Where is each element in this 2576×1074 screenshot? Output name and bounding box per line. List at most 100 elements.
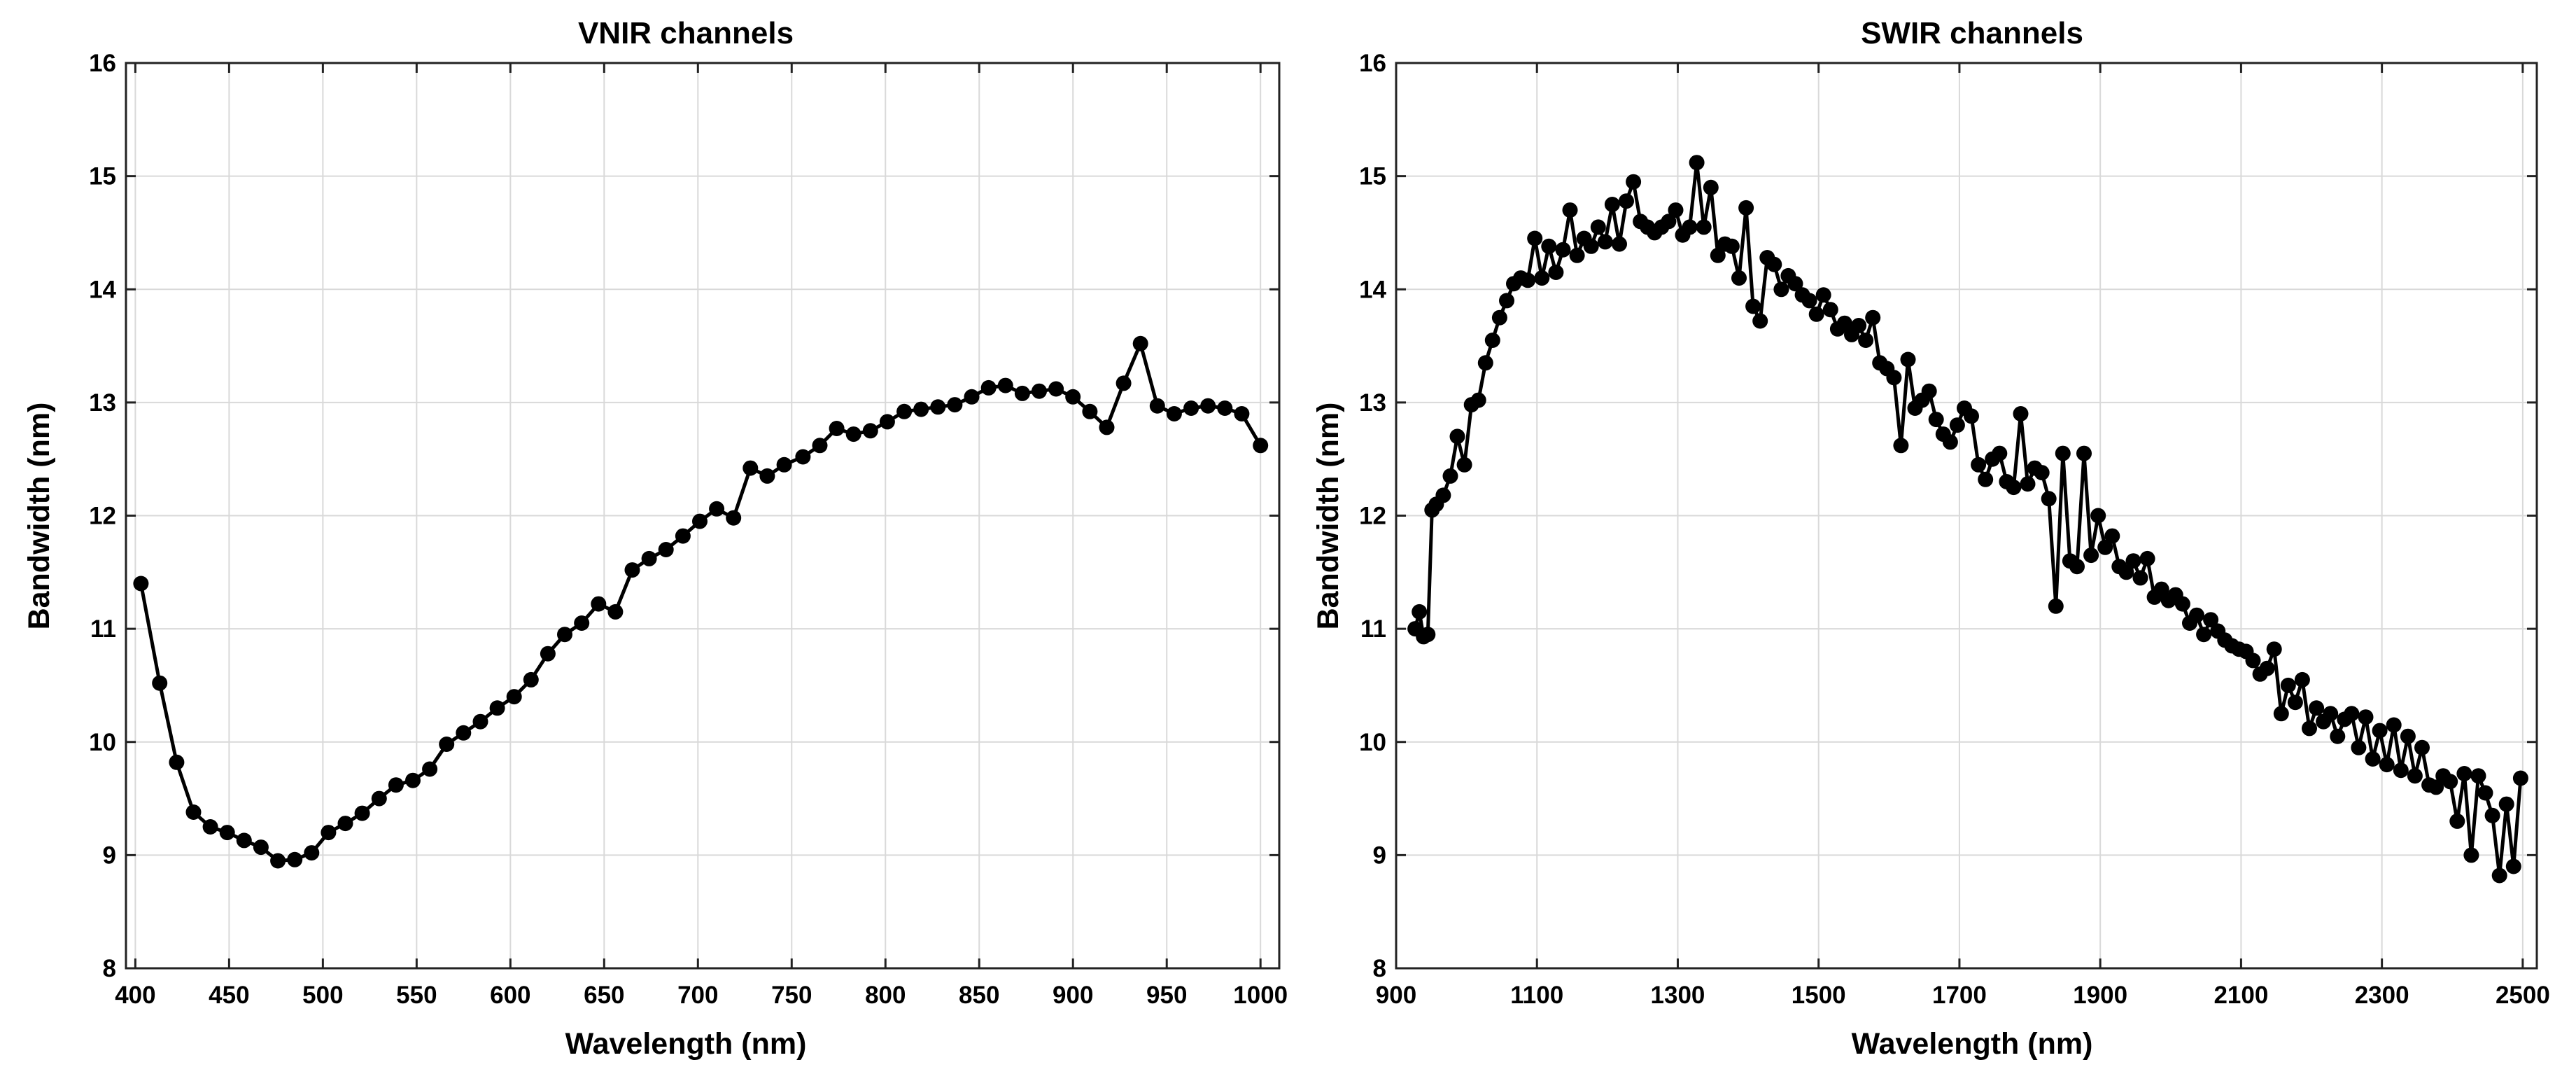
- swir-x-tick-label: 1300: [1651, 982, 1705, 1009]
- swir-data-point: [2090, 508, 2106, 524]
- vnir-data-point: [812, 438, 828, 454]
- swir-data-point: [1949, 417, 1965, 433]
- swir-data-point: [2407, 768, 2423, 784]
- swir-data-point: [1992, 445, 2008, 461]
- swir-x-tick-label: 1700: [1932, 982, 1987, 1009]
- vnir-data-point: [591, 596, 607, 612]
- swir-y-tick-label: 15: [1359, 163, 1386, 190]
- vnir-y-axis-label: Bandwidth (nm): [22, 403, 56, 630]
- swir-data-point: [2104, 528, 2120, 544]
- swir-series-line: [1413, 160, 2523, 877]
- vnir-data-point: [913, 401, 929, 417]
- swir-data-point: [2266, 641, 2282, 657]
- swir-data-point: [1534, 270, 1550, 286]
- swir-data-point: [1583, 238, 1599, 254]
- swir-data-point: [2118, 564, 2134, 580]
- swir-data-point: [2302, 720, 2317, 737]
- swir-data-point: [1456, 456, 1472, 473]
- vnir-data-point: [675, 528, 691, 544]
- swir-y-tick-label: 14: [1359, 276, 1386, 303]
- swir-data-point: [2097, 539, 2113, 555]
- swir-data-point: [1619, 193, 1634, 209]
- vnir-data-point: [624, 562, 640, 578]
- vnir-data-point: [1014, 385, 1030, 401]
- swir-y-tick-label: 11: [1360, 615, 1386, 643]
- vnir-data-point: [388, 777, 404, 793]
- vnir-data-point: [947, 397, 963, 413]
- swir-data-point: [2491, 867, 2507, 884]
- vnir-data-point: [574, 615, 590, 631]
- swir-data-point: [1484, 333, 1500, 348]
- vnir-data-point: [456, 725, 472, 741]
- swir-data-point: [1520, 272, 1536, 288]
- vnir-data-point: [371, 790, 387, 807]
- vnir-data-point: [270, 853, 286, 869]
- vnir-series-markers: [133, 335, 1269, 869]
- swir-data-point: [1703, 179, 1719, 195]
- swir-data-point: [2125, 553, 2141, 569]
- vnir-data-point: [742, 460, 759, 476]
- vnir-data-point: [1048, 381, 1064, 397]
- vnir-data-point: [964, 389, 980, 405]
- vnir-data-point: [1082, 403, 1098, 419]
- vnir-x-tick-label: 850: [959, 982, 999, 1009]
- swir-data-point: [2294, 671, 2310, 688]
- vnir-data-point: [726, 510, 742, 526]
- vnir-data-point: [489, 700, 505, 716]
- swir-data-point: [1626, 174, 1642, 190]
- swir-data-point: [1942, 434, 1958, 450]
- swir-x-axis-label: Wavelength (nm): [1852, 1027, 2093, 1061]
- swir-data-point: [1893, 438, 1909, 454]
- swir-data-point: [1612, 236, 1627, 252]
- vnir-data-point: [1183, 400, 1199, 416]
- swir-data-point: [2076, 445, 2092, 461]
- swir-y-tick-label: 12: [1359, 503, 1386, 530]
- swir-data-point: [1420, 627, 1436, 643]
- vnir-data-point: [540, 646, 556, 662]
- swir-data-point: [1541, 238, 1557, 254]
- swir-data-point: [2484, 807, 2500, 823]
- vnir-x-tick-label: 800: [865, 982, 906, 1009]
- swir-data-point: [1978, 471, 1994, 487]
- swir-y-tick-label: 13: [1359, 389, 1386, 417]
- vnir-data-point: [1065, 389, 1081, 405]
- swir-data-point: [2083, 548, 2099, 564]
- vnir-x-axis-label: Wavelength (nm): [565, 1027, 807, 1061]
- swir-data-point: [2174, 596, 2190, 612]
- vnir-data-point: [862, 423, 878, 439]
- swir-data-point: [2449, 813, 2465, 829]
- vnir-data-point: [185, 804, 202, 820]
- swir-data-point: [2456, 766, 2472, 781]
- vnir-data-point: [1149, 398, 1165, 414]
- vnir-data-point: [405, 772, 421, 788]
- vnir-x-tick-label: 400: [115, 982, 155, 1009]
- vnir-data-point: [133, 576, 149, 592]
- swir-data-point: [2358, 709, 2374, 725]
- vnir-data-point: [1200, 398, 1216, 414]
- vnir-y-tick-label: 13: [89, 389, 116, 417]
- swir-data-point: [2034, 465, 2050, 481]
- swir-y-tick-label: 16: [1359, 50, 1386, 77]
- vnir-series-line: [139, 342, 1262, 863]
- swir-data-point: [2020, 476, 2036, 492]
- swir-x-tick-label: 2300: [2355, 982, 2409, 1009]
- swir-data-point: [2372, 723, 2388, 739]
- vnir-chart-title: VNIR channels: [578, 16, 794, 50]
- swir-data-point: [1548, 265, 1564, 280]
- swir-x-tick-label: 1100: [1510, 982, 1563, 1009]
- swir-data-point: [1412, 604, 1428, 620]
- swir-data-point: [1738, 200, 1754, 216]
- vnir-data-point: [759, 468, 775, 484]
- vnir-x-tick-label: 950: [1146, 982, 1187, 1009]
- vnir-data-point: [795, 449, 811, 465]
- swir-x-tick-label: 900: [1376, 982, 1416, 1009]
- swir-y-tick-label: 10: [1359, 729, 1386, 756]
- vnir-x-tick-label: 1000: [1233, 982, 1288, 1009]
- vnir-data-point: [658, 542, 674, 557]
- swir-x-tick-label: 1500: [1792, 982, 1846, 1009]
- vnir-data-point: [321, 825, 337, 841]
- vnir-data-point: [169, 754, 185, 770]
- swir-data-point: [2041, 491, 2057, 507]
- swir-data-point: [1604, 197, 1620, 212]
